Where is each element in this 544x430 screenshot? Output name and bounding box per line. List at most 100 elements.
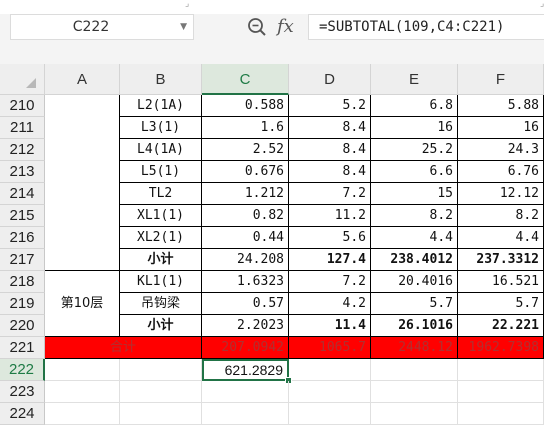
empty-cell[interactable] <box>120 359 202 381</box>
total-cell-f[interactable]: 1962.7398 <box>458 337 544 359</box>
cell-e[interactable]: 25.2 <box>371 139 458 161</box>
cell-e[interactable]: 6.8 <box>371 95 458 117</box>
cell-c[interactable]: 0.588 <box>202 95 289 117</box>
row-header[interactable]: 211 <box>0 117 45 139</box>
empty-cell[interactable] <box>45 359 120 381</box>
row-header[interactable]: 223 <box>0 381 45 403</box>
empty-cell[interactable] <box>202 381 289 403</box>
cell-b[interactable]: L4(1A) <box>120 139 202 161</box>
empty-cell[interactable] <box>45 381 120 403</box>
column-header-e[interactable]: E <box>371 64 458 95</box>
empty-cell[interactable] <box>202 403 289 425</box>
empty-cell[interactable] <box>458 381 544 403</box>
select-all-corner[interactable] <box>0 64 45 95</box>
row-header[interactable]: 210 <box>0 95 45 117</box>
cell-c[interactable]: 0.82 <box>202 205 289 227</box>
total-cell-d[interactable]: 1065.7 <box>289 337 371 359</box>
cell-d[interactable]: 7.2 <box>289 271 371 293</box>
cell-f[interactable]: 12.12 <box>458 183 544 205</box>
column-header-f[interactable]: F <box>458 64 544 95</box>
cell-b[interactable]: L2(1A) <box>120 95 202 117</box>
row-header[interactable]: 212 <box>0 139 45 161</box>
cell-c[interactable]: 2.2023 <box>202 315 289 337</box>
cell-b[interactable]: XL2(1) <box>120 227 202 249</box>
cell-e[interactable]: 5.7 <box>371 293 458 315</box>
row-header[interactable]: 219 <box>0 293 45 315</box>
total-cell-e[interactable]: 2448.12 <box>371 337 458 359</box>
cell-f[interactable]: 8.2 <box>458 205 544 227</box>
cell-b[interactable]: 小计 <box>120 315 202 337</box>
cell-f[interactable]: 24.3 <box>458 139 544 161</box>
row-header[interactable]: 216 <box>0 227 45 249</box>
cell-b[interactable]: 吊钩梁 <box>120 293 202 315</box>
cell-f[interactable]: 237.3312 <box>458 249 544 271</box>
fx-icon[interactable]: fx <box>277 16 294 37</box>
column-header-a[interactable]: A <box>45 64 120 95</box>
merged-cell-a-218-220[interactable]: 第10层 <box>45 271 120 337</box>
total-label-cell[interactable]: 合计 <box>45 337 202 359</box>
empty-cell[interactable] <box>371 381 458 403</box>
cell-d[interactable]: 127.4 <box>289 249 371 271</box>
cell-c[interactable]: 1.6 <box>202 117 289 139</box>
row-header[interactable]: 217 <box>0 249 45 271</box>
cell-f[interactable]: 5.88 <box>458 95 544 117</box>
cell-e[interactable]: 26.1016 <box>371 315 458 337</box>
total-cell-c[interactable]: 207.0942 <box>202 337 289 359</box>
empty-cell[interactable] <box>289 403 371 425</box>
cell-b[interactable]: L3(1) <box>120 117 202 139</box>
empty-cell[interactable] <box>371 359 458 381</box>
cell-d[interactable]: 5.2 <box>289 95 371 117</box>
cell-b[interactable]: 小计 <box>120 249 202 271</box>
cell-f[interactable]: 22.221 <box>458 315 544 337</box>
merged-cell-a-210-217[interactable] <box>45 95 120 271</box>
name-box[interactable]: C222 ▼ <box>10 14 194 40</box>
cell-c[interactable]: 0.57 <box>202 293 289 315</box>
cell-f[interactable]: 16 <box>458 117 544 139</box>
row-header[interactable]: 213 <box>0 161 45 183</box>
cell-e[interactable]: 238.4012 <box>371 249 458 271</box>
empty-cell[interactable] <box>120 403 202 425</box>
column-header-b[interactable]: B <box>120 64 202 95</box>
cell-d[interactable]: 7.2 <box>289 183 371 205</box>
cell-c[interactable]: 0.44 <box>202 227 289 249</box>
cell-c[interactable]: 1.6323 <box>202 271 289 293</box>
cell-e[interactable]: 8.2 <box>371 205 458 227</box>
row-header[interactable]: 214 <box>0 183 45 205</box>
row-header[interactable]: 218 <box>0 271 45 293</box>
empty-cell[interactable] <box>458 403 544 425</box>
cell-b[interactable]: XL1(1) <box>120 205 202 227</box>
cell-d[interactable]: 4.2 <box>289 293 371 315</box>
cell-e[interactable]: 16 <box>371 117 458 139</box>
formula-input[interactable]: =SUBTOTAL(109,C4:C221) <box>308 14 544 40</box>
row-header[interactable]: 220 <box>0 315 45 337</box>
column-header-c[interactable]: C <box>202 64 289 95</box>
row-header[interactable]: 224 <box>0 403 45 425</box>
row-header[interactable]: 215 <box>0 205 45 227</box>
active-cell-c222[interactable]: 621.2829 <box>202 359 289 381</box>
row-header[interactable]: 222 <box>0 359 45 381</box>
cell-d[interactable]: 11.4 <box>289 315 371 337</box>
cell-f[interactable]: 4.4 <box>458 227 544 249</box>
cell-d[interactable]: 5.6 <box>289 227 371 249</box>
cell-d[interactable]: 8.4 <box>289 161 371 183</box>
cell-c[interactable]: 1.212 <box>202 183 289 205</box>
cell-c[interactable]: 24.208 <box>202 249 289 271</box>
empty-cell[interactable] <box>458 359 544 381</box>
cell-d[interactable]: 8.4 <box>289 139 371 161</box>
cell-e[interactable]: 20.4016 <box>371 271 458 293</box>
chevron-down-icon[interactable]: ▼ <box>180 22 187 32</box>
cell-f[interactable]: 6.76 <box>458 161 544 183</box>
cell-d[interactable]: 11.2 <box>289 205 371 227</box>
cell-e[interactable]: 6.6 <box>371 161 458 183</box>
cell-f[interactable]: 5.7 <box>458 293 544 315</box>
cell-e[interactable]: 4.4 <box>371 227 458 249</box>
cell-c[interactable]: 2.52 <box>202 139 289 161</box>
cell-c[interactable]: 0.676 <box>202 161 289 183</box>
empty-cell[interactable] <box>45 403 120 425</box>
column-header-d[interactable]: D <box>289 64 371 95</box>
cell-d[interactable]: 8.4 <box>289 117 371 139</box>
cell-f[interactable]: 16.521 <box>458 271 544 293</box>
empty-cell[interactable] <box>120 381 202 403</box>
row-header[interactable]: 221 <box>0 337 45 359</box>
zoom-formula-icon[interactable] <box>246 16 268 38</box>
